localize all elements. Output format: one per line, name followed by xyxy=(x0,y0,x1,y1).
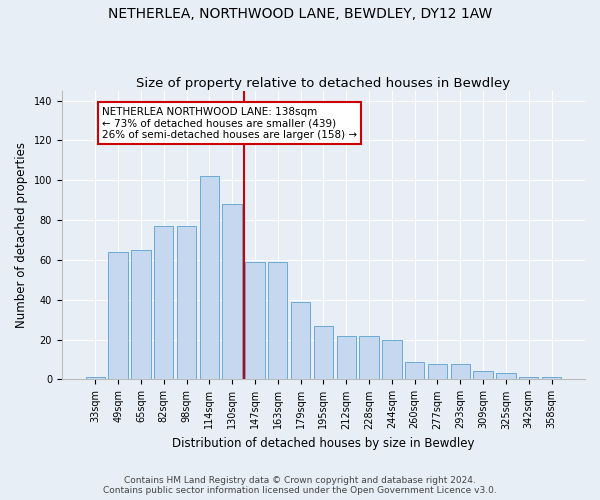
Bar xyxy=(131,250,151,380)
Bar xyxy=(154,226,173,380)
Bar xyxy=(109,252,128,380)
Bar xyxy=(337,336,356,380)
Bar xyxy=(200,176,219,380)
Bar xyxy=(382,340,401,380)
Text: Contains HM Land Registry data © Crown copyright and database right 2024.
Contai: Contains HM Land Registry data © Crown c… xyxy=(103,476,497,495)
Bar xyxy=(314,326,333,380)
Bar xyxy=(542,378,561,380)
Bar xyxy=(177,226,196,380)
Bar xyxy=(428,364,447,380)
Text: NETHERLEA, NORTHWOOD LANE, BEWDLEY, DY12 1AW: NETHERLEA, NORTHWOOD LANE, BEWDLEY, DY12… xyxy=(108,8,492,22)
Bar xyxy=(245,262,265,380)
Text: NETHERLEA NORTHWOOD LANE: 138sqm
← 73% of detached houses are smaller (439)
26% : NETHERLEA NORTHWOOD LANE: 138sqm ← 73% o… xyxy=(102,106,357,140)
Bar xyxy=(473,372,493,380)
Bar xyxy=(359,336,379,380)
Bar xyxy=(223,204,242,380)
X-axis label: Distribution of detached houses by size in Bewdley: Distribution of detached houses by size … xyxy=(172,437,475,450)
Bar xyxy=(86,378,105,380)
Bar xyxy=(451,364,470,380)
Title: Size of property relative to detached houses in Bewdley: Size of property relative to detached ho… xyxy=(136,76,511,90)
Bar xyxy=(405,362,424,380)
Y-axis label: Number of detached properties: Number of detached properties xyxy=(15,142,28,328)
Bar xyxy=(519,378,538,380)
Bar xyxy=(268,262,287,380)
Bar xyxy=(496,374,515,380)
Bar xyxy=(291,302,310,380)
